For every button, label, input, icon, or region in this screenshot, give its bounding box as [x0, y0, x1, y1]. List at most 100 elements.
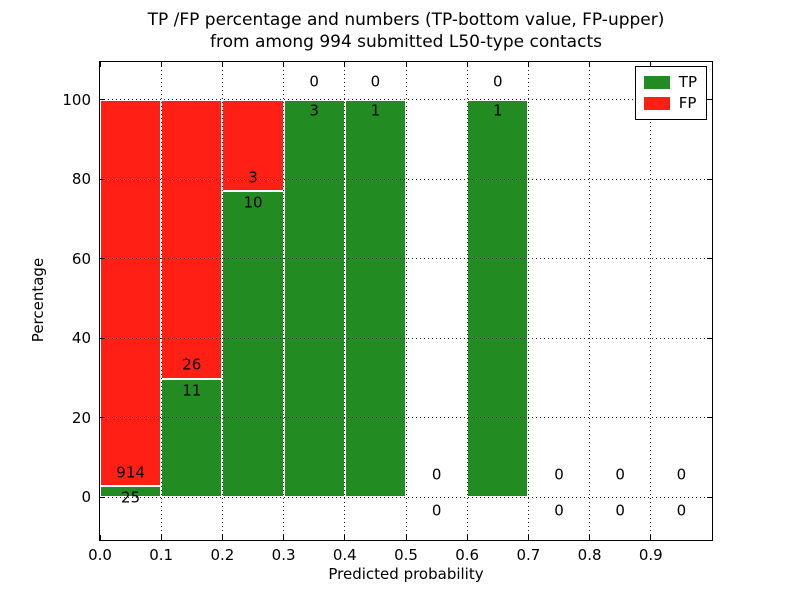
- fp-count-label: 26: [182, 355, 202, 374]
- x-tick-mark: [527, 62, 529, 67]
- fp-count-label: 0: [615, 465, 625, 484]
- y-tick-mark: [707, 496, 712, 498]
- tp-count-label: 0: [431, 501, 442, 520]
- tp-bar-segment: [283, 99, 345, 497]
- tp-legend-swatch: [643, 76, 670, 89]
- horizontal-gridline: [100, 99, 712, 101]
- y-tick-label: 80: [71, 170, 91, 189]
- vertical-gridline: [466, 62, 468, 540]
- x-tick-mark: [344, 535, 346, 540]
- x-tick-label: 0.1: [149, 546, 174, 564]
- tp-count-label: 3: [309, 101, 319, 120]
- x-tick-mark: [466, 535, 468, 540]
- tp-count-label: 25: [121, 488, 141, 507]
- x-tick-label: 0.9: [638, 546, 663, 564]
- y-tick-mark: [707, 337, 712, 339]
- tp-bar-segment: [161, 378, 223, 497]
- y-tick-label: 0: [81, 488, 91, 506]
- fp-legend-swatch: [643, 97, 670, 110]
- x-axis-label: Predicted probability: [328, 565, 484, 583]
- fp-count-label: 0: [554, 465, 564, 484]
- fp-count-label: 0: [676, 465, 687, 484]
- x-tick-label: 0.6: [455, 546, 480, 564]
- legend-item: TP: [643, 72, 697, 93]
- chart-title: TP /FP percentage and numbers (TP-bottom…: [94, 9, 718, 53]
- vertical-gridline: [405, 62, 407, 540]
- x-tick-mark: [160, 535, 162, 540]
- y-tick-mark: [707, 417, 712, 419]
- vertical-gridline: [527, 62, 529, 540]
- tp-count-label: 0: [615, 501, 625, 520]
- vertical-gridline: [160, 62, 162, 540]
- tp-count-label: 0: [676, 501, 687, 520]
- x-tick-mark: [650, 535, 652, 540]
- y-tick-mark: [100, 417, 105, 419]
- legend-item: FP: [643, 93, 697, 114]
- tp-bar-segment: [222, 191, 284, 497]
- fp-count-label: 3: [248, 168, 258, 187]
- vertical-gridline: [344, 62, 346, 540]
- x-tick-label: 0.7: [516, 546, 541, 564]
- x-tick-mark: [527, 535, 529, 540]
- chart-title-line2: from among 994 submitted L50-type contac…: [210, 32, 602, 52]
- x-tick-mark: [405, 535, 407, 540]
- y-tick-label: 20: [71, 408, 91, 427]
- x-tick-mark: [283, 62, 285, 67]
- y-tick-mark: [100, 99, 105, 101]
- plot-area: 914 25 26 11 3 10 0 3 0 1 0 0 0 1 0 0 0 0 0 0 TP FP: [99, 61, 713, 541]
- fp-count-label: 0: [431, 465, 442, 484]
- chart-title-line1: TP /FP percentage and numbers (TP-bottom…: [147, 10, 665, 30]
- horizontal-gridline: [100, 496, 712, 498]
- x-tick-label: 0.0: [88, 546, 112, 564]
- tp-count-label: 0: [554, 501, 564, 520]
- y-tick-mark: [707, 99, 712, 101]
- x-tick-mark: [221, 535, 223, 540]
- tp-count-label: 1: [493, 101, 503, 120]
- fp-count-label: 0: [493, 72, 503, 91]
- fp-count-label: 914: [116, 463, 145, 482]
- y-tick-mark: [100, 337, 105, 339]
- tp-bar-segment: [467, 99, 529, 497]
- tp-count-label: 1: [370, 101, 381, 120]
- horizontal-gridline: [100, 337, 712, 339]
- x-tick-label: 0.8: [577, 546, 602, 564]
- legend-item-label: FP: [678, 94, 697, 112]
- y-tick-mark: [707, 178, 712, 180]
- horizontal-gridline: [100, 417, 712, 419]
- x-tick-mark: [160, 62, 162, 67]
- y-tick-mark: [100, 258, 105, 260]
- vertical-gridline: [650, 62, 652, 540]
- x-tick-mark: [221, 62, 223, 67]
- legend: TP FP: [634, 66, 707, 120]
- fp-count-label: 0: [309, 72, 319, 91]
- tp-count-label: 11: [182, 381, 202, 400]
- y-tick-label: 100: [62, 90, 91, 109]
- x-tick-mark: [99, 62, 101, 67]
- x-tick-mark: [589, 62, 591, 67]
- y-tick-mark: [100, 178, 105, 180]
- vertical-gridline: [283, 62, 285, 540]
- x-tick-mark: [99, 535, 101, 540]
- fp-bar-segment: [161, 99, 223, 379]
- x-tick-mark: [405, 62, 407, 67]
- x-tick-mark: [466, 62, 468, 67]
- x-tick-label: 0.2: [210, 546, 235, 564]
- x-tick-mark: [650, 62, 652, 67]
- y-tick-mark: [100, 496, 105, 498]
- x-tick-mark: [589, 535, 591, 540]
- fp-bar-segment: [100, 99, 162, 487]
- y-tick-mark: [707, 258, 712, 260]
- y-tick-label: 60: [71, 249, 91, 268]
- horizontal-gridline: [100, 178, 712, 180]
- fp-bar-segment: [222, 99, 284, 192]
- x-tick-label: 0.5: [394, 546, 418, 564]
- vertical-gridline: [221, 62, 223, 540]
- vertical-gridline: [589, 62, 591, 540]
- x-tick-label: 0.4: [332, 546, 357, 564]
- x-tick-label: 0.3: [271, 546, 296, 564]
- tp-count-label: 10: [243, 193, 263, 212]
- x-tick-mark: [283, 535, 285, 540]
- horizontal-gridline: [100, 258, 712, 260]
- y-tick-label: 40: [71, 329, 91, 348]
